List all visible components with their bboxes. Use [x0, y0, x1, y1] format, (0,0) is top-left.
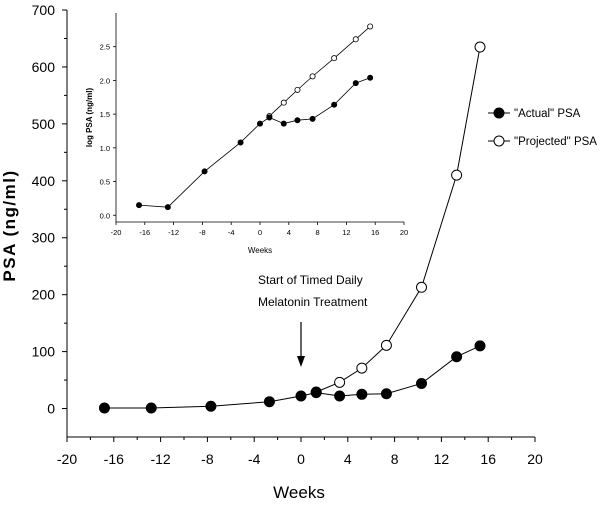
inset-x-tick-label: -16: [139, 228, 150, 237]
inset-actual-point: [280, 120, 287, 127]
actual-psa-point: [356, 388, 368, 400]
x-tick-label: -8: [201, 451, 214, 467]
actual-psa-point: [334, 390, 346, 402]
projected-psa-point: [380, 339, 392, 351]
actual-psa-point: [145, 402, 157, 414]
projected-psa-line: [316, 46, 481, 393]
inset-actual-point: [367, 74, 374, 81]
inset-actual-point: [256, 120, 263, 127]
inset-x-tick-label: 12: [342, 228, 350, 237]
y-tick-label: 200: [32, 287, 56, 303]
x-tick-label: 4: [344, 451, 352, 467]
inset-actual-point: [309, 115, 316, 122]
inset-x-axis-title: Weeks: [248, 246, 272, 255]
x-tick-label: 8: [391, 451, 399, 467]
y-tick-label: 600: [32, 59, 56, 75]
inset-x-tick-label: -4: [228, 228, 235, 237]
x-tick-label: -16: [104, 451, 124, 467]
inset-actual-point: [237, 139, 244, 146]
inset-y-tick-label: 0.5: [100, 178, 110, 187]
inset-actual-point: [352, 80, 359, 87]
x-tick-label: 0: [297, 451, 305, 467]
inset-x-tick-label: -8: [199, 228, 206, 237]
actual-psa-point: [451, 351, 463, 363]
y-tick-label: 500: [32, 116, 56, 132]
main-chart: -20 -16 -12 -8 -4 0 4 8 12 16 20010020030040050060…: [0, 2, 543, 502]
actual-psa-point: [295, 390, 307, 402]
inset-actual-point: [266, 114, 273, 121]
inset-y-tick-label: 2.5: [100, 43, 110, 52]
projected-psa-point: [416, 281, 428, 293]
y-tick-label: 400: [32, 173, 56, 189]
x-tick-label: 20: [527, 451, 543, 467]
y-tick-label: 100: [32, 344, 56, 360]
actual-psa-point: [416, 377, 428, 389]
inset-projected-point: [309, 73, 316, 80]
inset-projected-point: [367, 23, 374, 30]
annotation-arrow-head: [297, 356, 305, 367]
inset-projected-point: [331, 55, 338, 62]
y-tick-label: 300: [32, 230, 56, 246]
inset-projected-point: [352, 36, 359, 43]
x-tick-label: 16: [480, 451, 496, 467]
inset-x-tick-label: 20: [400, 228, 408, 237]
annotation: Start of Timed Daily Melatonin Treatment: [258, 273, 368, 367]
inset-y-tick-label: 1.0: [100, 144, 110, 153]
actual-psa-point: [380, 388, 392, 400]
legend-marker: [493, 107, 505, 119]
x-axis-title: Weeks: [273, 483, 325, 502]
inset-chart: -20 -16 -12 -8 -4 0 4 8 12 16 20 0.0 0.5 1.0 1.5 2.0 2.5…: [85, 13, 408, 255]
projected-psa-point: [474, 41, 486, 53]
x-tick-label: 12: [434, 451, 450, 467]
inset-x-tick-label: 16: [371, 228, 379, 237]
inset-x-tick-label: -12: [168, 228, 179, 237]
projected-psa-point: [334, 376, 346, 388]
inset-actual-line: [139, 77, 371, 208]
inset-y-tick-label: 0.0: [100, 211, 110, 220]
inset-projected-point: [280, 99, 287, 106]
actual-psa-point: [310, 387, 322, 399]
inset-actual-point: [164, 204, 171, 211]
legend: "Actual" PSA "Projected" PSA: [488, 107, 597, 148]
inset-y-axis-title: log PSA (ng/ml): [85, 88, 94, 148]
y-tick-label: 0: [47, 401, 55, 417]
inset-x-tick-label: 0: [258, 228, 262, 237]
inset-x-tick-label: 4: [287, 228, 291, 237]
inset-x-tick-label: 8: [316, 228, 320, 237]
inset-y-tick-label: 2.0: [100, 76, 110, 85]
actual-psa-point: [205, 400, 217, 412]
actual-psa-point: [98, 402, 110, 414]
legend-label: "Projected" PSA: [514, 136, 597, 148]
x-tick-label: -4: [248, 451, 261, 467]
inset-y-tick-label: 1.5: [100, 110, 110, 119]
actual-psa-point: [474, 340, 486, 352]
actual-psa-line: [104, 345, 481, 409]
projected-psa-point: [451, 169, 463, 181]
projected-psa-point: [356, 362, 368, 374]
inset-actual-point: [331, 101, 338, 108]
x-tick-label: -20: [57, 451, 77, 467]
y-axis-title: PSA (ng/ml): [0, 169, 19, 281]
actual-psa-point: [263, 396, 275, 408]
inset-actual-point: [201, 168, 208, 175]
inset-actual-point: [294, 117, 301, 124]
legend-marker: [493, 135, 505, 147]
inset-x-tick-label: -20: [111, 228, 122, 237]
inset-actual-point: [136, 202, 143, 209]
legend-label: "Actual" PSA: [514, 108, 581, 120]
annotation-line-1: Start of Timed Daily: [258, 273, 363, 287]
inset-projected-point: [294, 86, 301, 93]
x-tick-label: -12: [150, 451, 170, 467]
y-tick-label: 700: [32, 2, 56, 18]
annotation-line-2: Melatonin Treatment: [258, 295, 368, 309]
